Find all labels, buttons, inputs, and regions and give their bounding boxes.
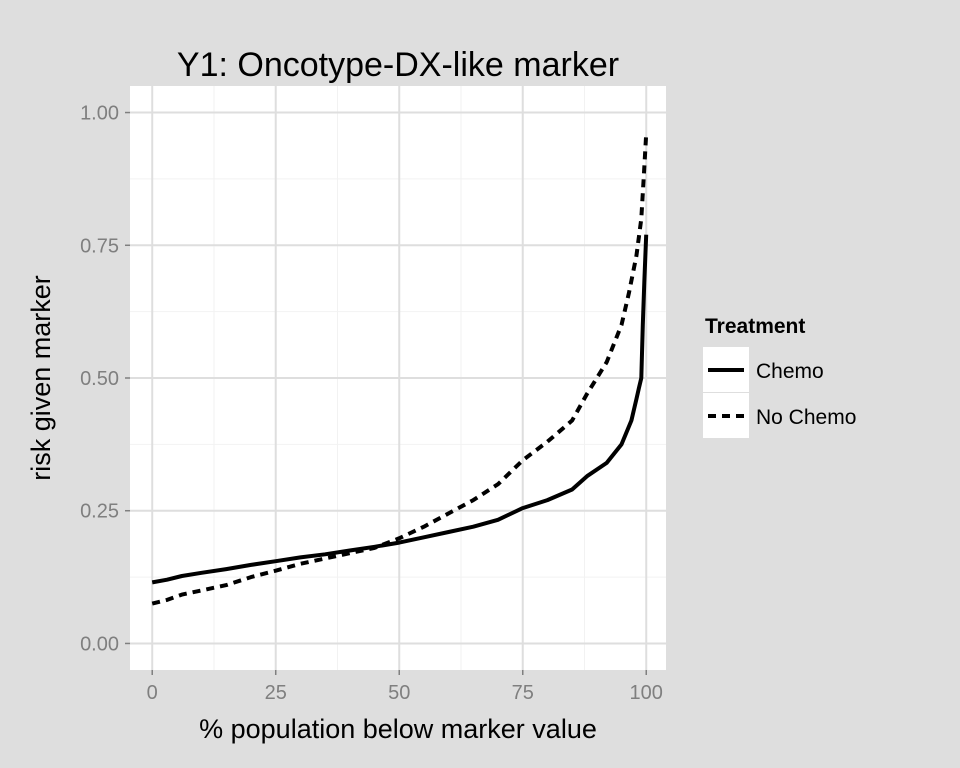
x-tick-label: 100 bbox=[630, 682, 663, 704]
y-tick-label: 1.00 bbox=[80, 103, 119, 125]
x-tick-label: 50 bbox=[388, 682, 410, 704]
legend-title: Treatment bbox=[705, 315, 805, 338]
y-tick-label: 0.75 bbox=[80, 235, 119, 257]
x-tick-label: 0 bbox=[147, 682, 158, 704]
y-tick-label: 0.00 bbox=[80, 633, 119, 655]
x-axis-title: % population below marker value bbox=[199, 714, 597, 744]
x-tick-label: 75 bbox=[512, 682, 534, 704]
y-tick-label: 0.50 bbox=[80, 368, 119, 390]
y-axis-title: risk given marker bbox=[26, 275, 56, 481]
legend-label-no-chemo: No Chemo bbox=[756, 406, 856, 429]
series-layer bbox=[151, 133, 649, 606]
y-tick-label: 0.25 bbox=[80, 501, 119, 523]
x-axis-ticks: 0 25 50 75 100 bbox=[147, 670, 663, 704]
y-axis-ticks: 0.00 0.25 0.50 0.75 1.00 bbox=[80, 103, 130, 655]
series-line-no-chemo bbox=[151, 133, 649, 606]
legend-label-chemo: Chemo bbox=[756, 360, 824, 383]
chart-title: Y1: Oncotype-DX-like marker bbox=[177, 46, 619, 84]
legend: Treatment Chemo No Chemo bbox=[703, 315, 856, 438]
x-tick-label: 25 bbox=[265, 682, 287, 704]
series-line-chemo bbox=[151, 234, 649, 585]
